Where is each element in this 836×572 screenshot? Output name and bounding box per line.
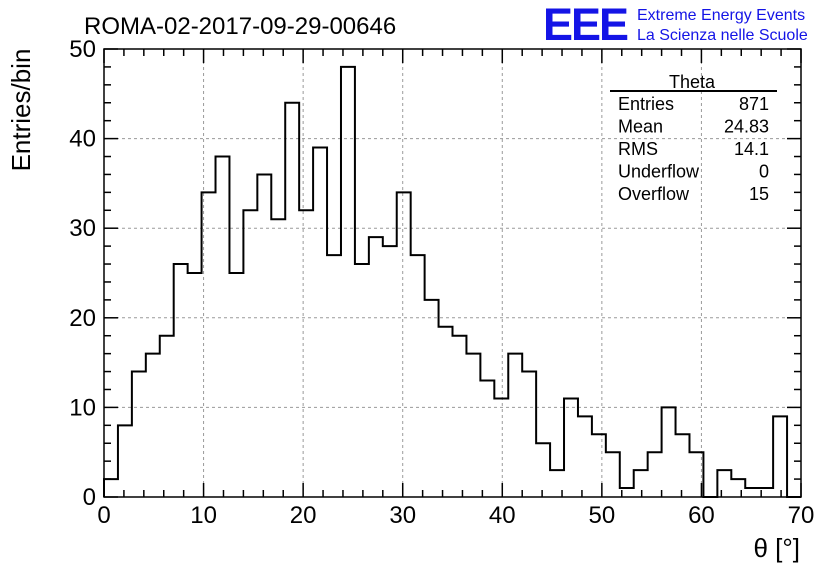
grid-lines <box>104 49 801 497</box>
run-title: ROMA-02-2017-09-29-00646 <box>84 13 396 40</box>
histogram-bin <box>285 103 299 497</box>
x-tick-label: 50 <box>589 502 616 529</box>
histogram-bin <box>522 372 536 497</box>
plot-border <box>103 48 802 498</box>
stats-value: 14.1 <box>734 139 769 159</box>
histogram-bin <box>731 479 745 497</box>
x-tick-label: 60 <box>688 502 715 529</box>
histogram-bin <box>327 255 341 497</box>
histogram-bin <box>355 264 369 497</box>
x-tick-label: 40 <box>489 502 516 529</box>
tick-labels: 0 10 20 30 40 50 60 70 0 10 20 30 40 50 <box>69 36 814 529</box>
stats-value: 871 <box>739 94 769 114</box>
stats-box: Theta Entries 871 Mean 24.83 RMS 14.1 Underflo… <box>610 72 777 204</box>
histogram-bin <box>494 398 508 497</box>
y-tick-label: 20 <box>69 305 96 332</box>
histogram-bin <box>146 354 160 497</box>
x-axis-label: θ [°] <box>753 533 800 563</box>
histogram-bin <box>132 372 146 497</box>
x-tick-label: 10 <box>190 502 217 529</box>
histogram-bin <box>480 381 494 497</box>
x-tick-label: 30 <box>389 502 416 529</box>
y-tick-label: 50 <box>69 36 96 63</box>
histogram-bin <box>508 354 522 497</box>
stats-label: Underflow <box>618 162 700 182</box>
histogram-bin <box>369 237 383 497</box>
histogram-bin <box>634 470 648 497</box>
histogram-bin <box>466 354 480 497</box>
histogram-bin <box>411 255 425 497</box>
histogram-bin <box>216 157 230 497</box>
histogram-bin <box>745 488 759 497</box>
histogram-bin <box>773 416 787 497</box>
stats-value: 24.83 <box>724 117 769 137</box>
logo-line-1: Extreme Energy Events <box>637 7 805 24</box>
logo-line-2: La Scienza nelle Scuole <box>637 27 808 44</box>
stats-label: Overflow <box>618 184 690 204</box>
histogram-bin <box>229 273 243 497</box>
stats-title: Theta <box>669 72 716 92</box>
y-tick-label: 10 <box>69 394 96 421</box>
histogram-bin <box>453 336 467 497</box>
histogram-bin <box>648 452 662 497</box>
histogram-bin <box>397 192 411 497</box>
histogram-bin <box>188 273 202 497</box>
histogram-bin <box>536 443 550 497</box>
histogram-bin <box>662 407 676 497</box>
y-axis-label: Entries/bin <box>6 49 36 172</box>
histogram-bin <box>118 425 132 497</box>
histogram-bin <box>104 479 118 497</box>
histogram-bin <box>160 336 174 497</box>
stats-value: 0 <box>759 162 769 182</box>
histogram-bin <box>383 246 397 497</box>
histogram-bin <box>174 264 188 497</box>
x-tick-label: 0 <box>97 502 110 529</box>
histogram-bin <box>425 300 439 497</box>
histogram-bin <box>592 434 606 497</box>
histogram-bin <box>439 327 453 497</box>
stats-label: Mean <box>618 117 663 137</box>
histogram-bin <box>271 219 285 497</box>
histogram-bin <box>564 398 578 497</box>
histogram-bin <box>676 434 690 497</box>
histogram-bin <box>299 210 313 497</box>
histogram-bin <box>257 174 271 497</box>
y-tick-label: 0 <box>83 484 96 511</box>
stats-label: Entries <box>618 94 674 114</box>
axis-ticks <box>103 48 802 498</box>
y-tick-label: 30 <box>69 215 96 242</box>
histogram-bin <box>243 210 257 497</box>
stats-value: 15 <box>749 184 769 204</box>
plot-frame <box>103 48 802 498</box>
histogram-bins <box>103 65 801 498</box>
histogram-bin <box>606 452 620 497</box>
histogram-bin <box>717 470 731 497</box>
histogram-bin <box>313 148 327 497</box>
histogram-bin <box>578 416 592 497</box>
stats-label: RMS <box>618 139 658 159</box>
y-tick-label: 40 <box>69 126 96 153</box>
histogram-outline <box>103 65 801 498</box>
x-tick-label: 20 <box>290 502 317 529</box>
histogram-bin <box>341 67 355 497</box>
eee-logo: EEE <box>543 0 628 50</box>
x-tick-label: 70 <box>788 502 815 529</box>
